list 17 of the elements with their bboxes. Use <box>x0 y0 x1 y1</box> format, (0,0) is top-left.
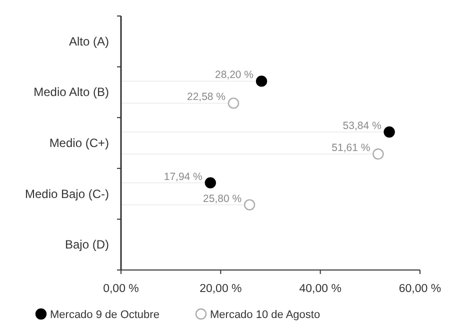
legend-label: Mercado 10 de Agosto <box>210 309 320 321</box>
x-tick-label: 40,00 % <box>299 283 342 295</box>
y-tick-label: Bajo (D) <box>64 238 109 252</box>
data-label: 17,94 % <box>164 170 202 183</box>
y-tick-label: Medio (C+) <box>49 136 109 150</box>
y-tick-label: Alto (A) <box>68 34 109 48</box>
data-label: 51,61 % <box>332 142 370 154</box>
data-label: 53,84 % <box>342 120 382 132</box>
y-tick-label: Medio Alto (B) <box>34 85 109 100</box>
x-tick-label: 0,00 % <box>103 283 139 295</box>
data-label: 25,80 % <box>203 192 242 205</box>
data-label: 28,20 % <box>215 69 254 82</box>
legend-label: Mercado 9 de Octubre <box>50 309 160 321</box>
x-tick-label: 20,00 % <box>200 283 242 295</box>
x-tick-label: 60,00 % <box>398 283 442 295</box>
data-label: 22,58 % <box>186 91 226 104</box>
y-tick-label: Medio Bajo (C-) <box>24 186 109 201</box>
